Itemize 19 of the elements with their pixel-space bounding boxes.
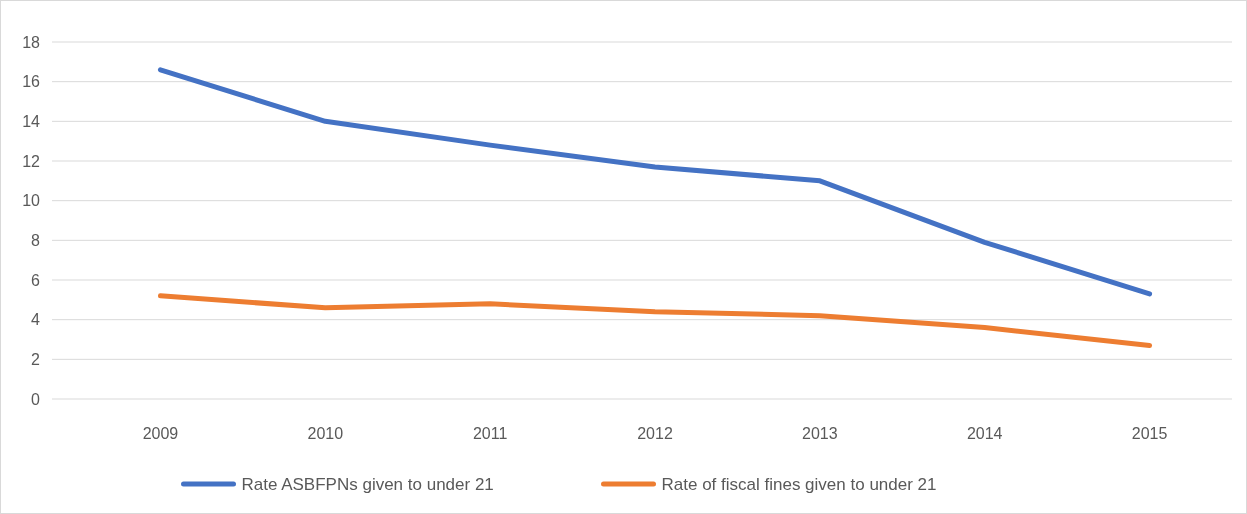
x-tick-label: 2009 <box>142 425 179 442</box>
y-tick-label: 4 <box>31 311 41 329</box>
legend-label: Rate of fiscal fines given to under 21 <box>661 474 937 494</box>
x-tick-label: 2013 <box>802 425 838 442</box>
y-tick-label: 18 <box>22 33 41 51</box>
x-tick-label: 2012 <box>637 425 673 442</box>
x-tick-label: 2011 <box>472 425 508 442</box>
x-tick-label: 2015 <box>1131 425 1168 442</box>
y-tick-label: 14 <box>22 112 41 130</box>
y-tick-label: 2 <box>31 350 41 368</box>
x-tick-label: 2010 <box>307 425 344 442</box>
y-tick-label: 16 <box>22 73 41 91</box>
y-tick-label: 6 <box>31 271 41 289</box>
x-tick-label: 2014 <box>966 425 1003 442</box>
y-tick-label: 12 <box>22 152 41 170</box>
y-tick-label: 10 <box>22 192 41 210</box>
y-tick-label: 0 <box>31 390 41 408</box>
y-tick-label: 8 <box>31 231 41 249</box>
legend-label: Rate ASBFPNs given to under 21 <box>241 474 494 494</box>
